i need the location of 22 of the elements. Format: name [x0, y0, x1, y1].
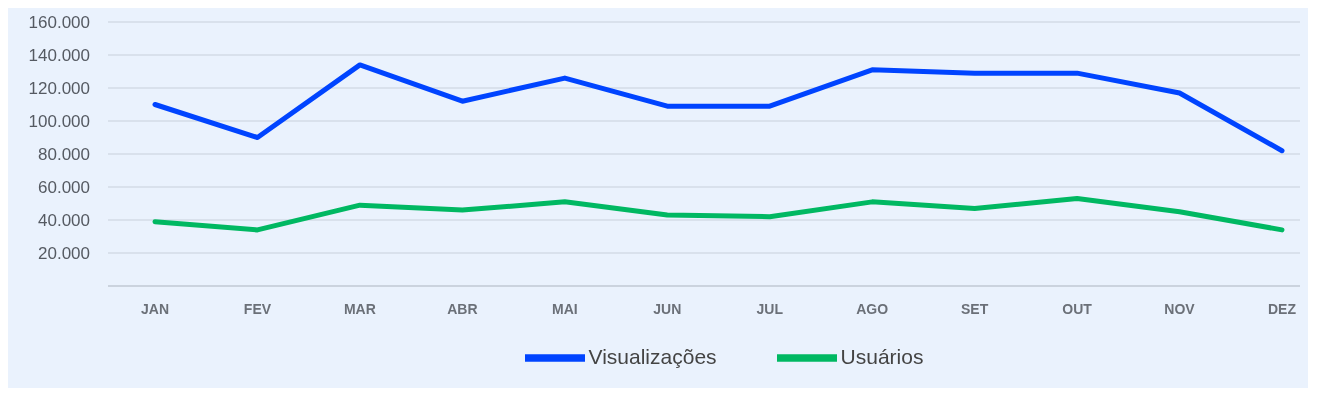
y-tick-label: 60.000 [38, 178, 90, 198]
x-tick-label: FEV [243, 300, 272, 317]
y-tick-label: 20.000 [38, 244, 90, 264]
x-tick-label: OUT [1062, 300, 1093, 317]
legend-label: Usuários [840, 344, 924, 368]
y-tick-label: 120.000 [28, 79, 90, 99]
x-tick-label: JAN [140, 300, 170, 317]
y-tick-label: 160.000 [28, 13, 90, 33]
legend-label: Visualizações [588, 344, 717, 368]
x-tick-label: MAI [551, 300, 578, 317]
x-tick-label: ABR [447, 300, 478, 317]
y-tick-label: 140.000 [28, 46, 90, 66]
x-tick-label: MAR [343, 300, 376, 317]
x-tick-label: SET [961, 300, 989, 317]
x-tick-label: NOV [1164, 300, 1196, 317]
x-tick-label: AGO [856, 300, 889, 317]
x-tick-label: JUL [756, 300, 784, 317]
y-tick-label: 40.000 [38, 211, 90, 231]
x-tick-label: JUN [653, 300, 682, 317]
x-tick-label: DEZ [1268, 300, 1297, 317]
y-tick-label: 100.000 [28, 112, 90, 132]
y-tick-label: 80.000 [38, 145, 90, 165]
